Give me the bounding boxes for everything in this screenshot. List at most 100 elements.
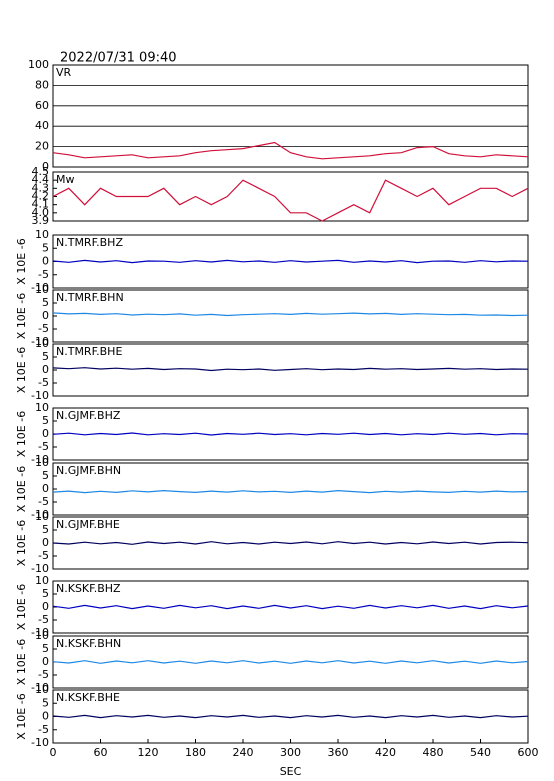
x-tick-label: 600 [518, 746, 539, 759]
y-tick-label: 0 [42, 655, 49, 668]
y-axis-label: X 10E -6 [15, 584, 28, 630]
x-tick-label: 300 [280, 746, 301, 759]
panel-label: N.TMRF.BHN [56, 291, 124, 304]
y-tick-label: -5 [38, 613, 49, 626]
y-tick-label: 10 [35, 629, 49, 642]
trace-line [52, 604, 529, 610]
y-tick-label: 0 [42, 536, 49, 549]
x-tick-label: 60 [94, 746, 108, 759]
y-tick-label: 0 [42, 363, 49, 376]
y-tick-label: 80 [35, 78, 49, 91]
trace-line [52, 312, 529, 317]
y-tick-label: -10 [31, 626, 49, 639]
y-tick-label: -10 [31, 562, 49, 575]
y-tick-label: 20 [35, 140, 49, 153]
x-tick-label: 180 [185, 746, 206, 759]
panel-frame [52, 343, 529, 397]
y-axis-label: X 10E -6 [15, 347, 28, 393]
panel-label: Mw [56, 173, 75, 186]
y-tick-label: 10 [35, 228, 49, 241]
trace-line [52, 541, 529, 545]
y-tick-label: 10 [35, 401, 49, 414]
y-axis-label: X 10E -6 [15, 639, 28, 685]
panel-label: N.TMRF.BHE [56, 345, 122, 358]
trace-line [52, 141, 529, 160]
trace-line [52, 714, 529, 719]
y-tick-label: 60 [35, 99, 49, 112]
y-tick-label: 0 [42, 482, 49, 495]
trace-line [52, 489, 529, 494]
y-axis-label: X 10E -6 [15, 411, 28, 457]
trace-line [52, 367, 529, 372]
y-tick-label: -10 [31, 508, 49, 521]
y-tick-label: 4.3 [32, 181, 50, 194]
y-tick-label: 10 [35, 337, 49, 350]
y-tick-label: -10 [31, 736, 49, 749]
panel-label: N.KSKF.BHE [56, 691, 120, 704]
y-tick-label: 0 [42, 255, 49, 268]
x-tick-label: 360 [328, 746, 349, 759]
y-tick-label: 0 [42, 427, 49, 440]
y-tick-label: 10 [35, 574, 49, 587]
y-tick-label: -10 [31, 681, 49, 694]
y-tick-label: -5 [38, 495, 49, 508]
y-tick-label: -5 [38, 268, 49, 281]
y-tick-label: 10 [35, 283, 49, 296]
x-tick-label: 0 [50, 746, 57, 759]
x-tick-label: 120 [138, 746, 159, 759]
y-tick-label: 4.2 [32, 190, 50, 203]
panel-label: N.KSKF.BHN [56, 637, 121, 650]
chart-title: 2022/07/31 09:40 [60, 51, 177, 66]
x-tick-label: 420 [375, 746, 396, 759]
y-axis-label: X 10E -6 [15, 693, 28, 739]
y-tick-label: 5 [42, 696, 49, 709]
x-tick-label: 240 [233, 746, 254, 759]
y-tick-label: 10 [35, 510, 49, 523]
trace-line [52, 660, 529, 664]
y-tick-label: 4.0 [32, 206, 50, 219]
trace-line [52, 259, 529, 264]
y-tick-label: 5 [42, 469, 49, 482]
y-tick-label: 3.9 [32, 214, 50, 227]
y-tick-label: 0 [42, 710, 49, 723]
y-tick-label: 100 [28, 58, 49, 71]
y-tick-label: -10 [31, 389, 49, 402]
y-axis-label: X 10E -6 [15, 466, 28, 512]
y-tick-label: -5 [38, 668, 49, 681]
panel-label: N.GJMF.BHZ [56, 409, 121, 422]
y-tick-label: -5 [38, 322, 49, 335]
y-tick-label: -5 [38, 723, 49, 736]
y-axis-label: X 10E -6 [15, 293, 28, 339]
y-tick-label: 5 [42, 296, 49, 309]
y-axis-label: X 10E -6 [15, 238, 28, 284]
y-axis-label: X 10E -6 [15, 520, 28, 566]
panel-frame [52, 580, 529, 634]
panel-label: VR [56, 66, 72, 79]
y-tick-label: -10 [31, 281, 49, 294]
y-tick-label: 5 [42, 414, 49, 427]
panel-frame [52, 462, 529, 516]
panel-label: N.GJMF.BHE [56, 518, 120, 531]
trace-line [52, 179, 529, 222]
y-tick-label: 4.4 [32, 173, 50, 186]
y-tick-label: 5 [42, 642, 49, 655]
x-tick-label: 480 [423, 746, 444, 759]
panel-frame [52, 64, 529, 168]
y-tick-label: 5 [42, 523, 49, 536]
y-tick-label: 0 [42, 160, 49, 173]
y-tick-label: 5 [42, 587, 49, 600]
y-tick-label: 4.5 [32, 165, 50, 178]
y-tick-label: -5 [38, 549, 49, 562]
panel-frame [52, 289, 529, 343]
y-tick-label: 4.1 [32, 198, 50, 211]
y-tick-label: -10 [31, 453, 49, 466]
y-tick-label: -5 [38, 376, 49, 389]
y-tick-label: -5 [38, 440, 49, 453]
panel-label: N.GJMF.BHN [56, 464, 121, 477]
panel-label: N.TMRF.BHZ [56, 236, 123, 249]
x-axis-label: SEC [280, 765, 302, 778]
y-tick-label: 10 [35, 456, 49, 469]
y-tick-label: -10 [31, 335, 49, 348]
panel-label: N.KSKF.BHZ [56, 582, 121, 595]
